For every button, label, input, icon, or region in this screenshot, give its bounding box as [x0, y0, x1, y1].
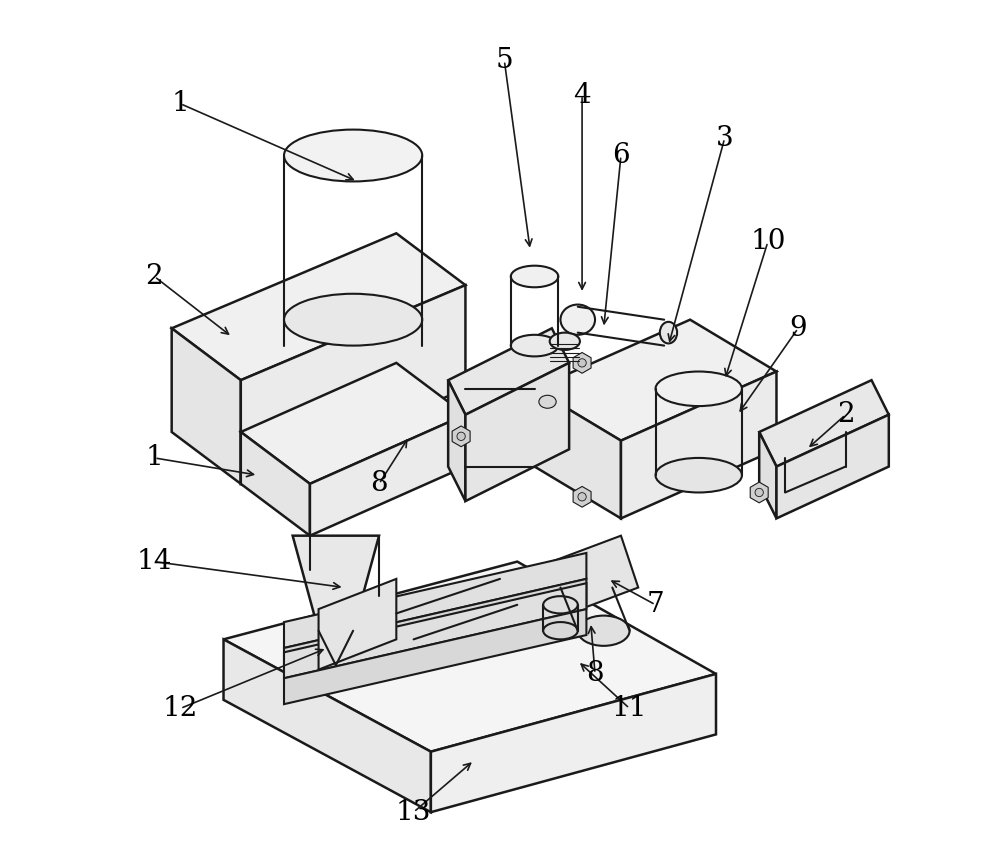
Ellipse shape: [457, 432, 465, 441]
Polygon shape: [224, 562, 716, 752]
Ellipse shape: [578, 492, 586, 501]
Text: 6: 6: [612, 142, 630, 169]
Polygon shape: [552, 536, 638, 613]
Polygon shape: [224, 639, 431, 812]
Ellipse shape: [511, 266, 558, 287]
Polygon shape: [172, 233, 465, 380]
Ellipse shape: [660, 322, 677, 343]
Ellipse shape: [284, 294, 422, 346]
Ellipse shape: [543, 596, 578, 613]
Polygon shape: [241, 285, 465, 484]
Ellipse shape: [656, 458, 742, 492]
Polygon shape: [241, 432, 310, 536]
Ellipse shape: [511, 334, 558, 356]
Text: 14: 14: [137, 548, 172, 575]
Text: 2: 2: [146, 263, 163, 290]
Polygon shape: [621, 372, 776, 518]
Polygon shape: [750, 482, 768, 503]
Text: 4: 4: [573, 81, 591, 109]
Ellipse shape: [560, 572, 612, 603]
Polygon shape: [448, 380, 465, 501]
Ellipse shape: [578, 615, 630, 646]
Ellipse shape: [543, 622, 578, 639]
Text: 5: 5: [496, 47, 513, 74]
Text: 9: 9: [789, 314, 807, 342]
Polygon shape: [535, 320, 776, 441]
Text: 1: 1: [146, 444, 163, 472]
Polygon shape: [431, 674, 716, 812]
Ellipse shape: [284, 130, 422, 181]
Text: 8: 8: [586, 660, 604, 688]
Ellipse shape: [578, 359, 586, 367]
Ellipse shape: [539, 396, 556, 409]
Polygon shape: [759, 432, 776, 518]
Polygon shape: [535, 389, 621, 518]
Polygon shape: [319, 579, 396, 670]
Text: 2: 2: [837, 401, 854, 429]
Text: 8: 8: [370, 470, 388, 498]
Text: 1: 1: [171, 90, 189, 118]
Text: 12: 12: [163, 695, 198, 722]
Ellipse shape: [755, 488, 763, 497]
Ellipse shape: [550, 333, 580, 350]
Ellipse shape: [656, 372, 742, 406]
Ellipse shape: [560, 304, 595, 334]
Text: 3: 3: [716, 124, 733, 152]
Polygon shape: [241, 363, 465, 484]
Text: 11: 11: [612, 695, 647, 722]
Text: 13: 13: [396, 798, 431, 826]
Polygon shape: [284, 609, 586, 704]
Text: 10: 10: [750, 228, 786, 256]
Polygon shape: [172, 328, 241, 484]
Polygon shape: [759, 380, 889, 467]
Polygon shape: [776, 415, 889, 518]
Polygon shape: [284, 579, 586, 674]
Polygon shape: [284, 583, 586, 678]
Polygon shape: [573, 353, 591, 373]
Polygon shape: [448, 328, 569, 415]
Polygon shape: [293, 536, 379, 631]
Text: 7: 7: [647, 591, 664, 619]
Polygon shape: [284, 553, 586, 648]
Polygon shape: [573, 486, 591, 507]
Polygon shape: [310, 415, 465, 536]
Polygon shape: [452, 426, 470, 447]
Polygon shape: [465, 363, 569, 501]
